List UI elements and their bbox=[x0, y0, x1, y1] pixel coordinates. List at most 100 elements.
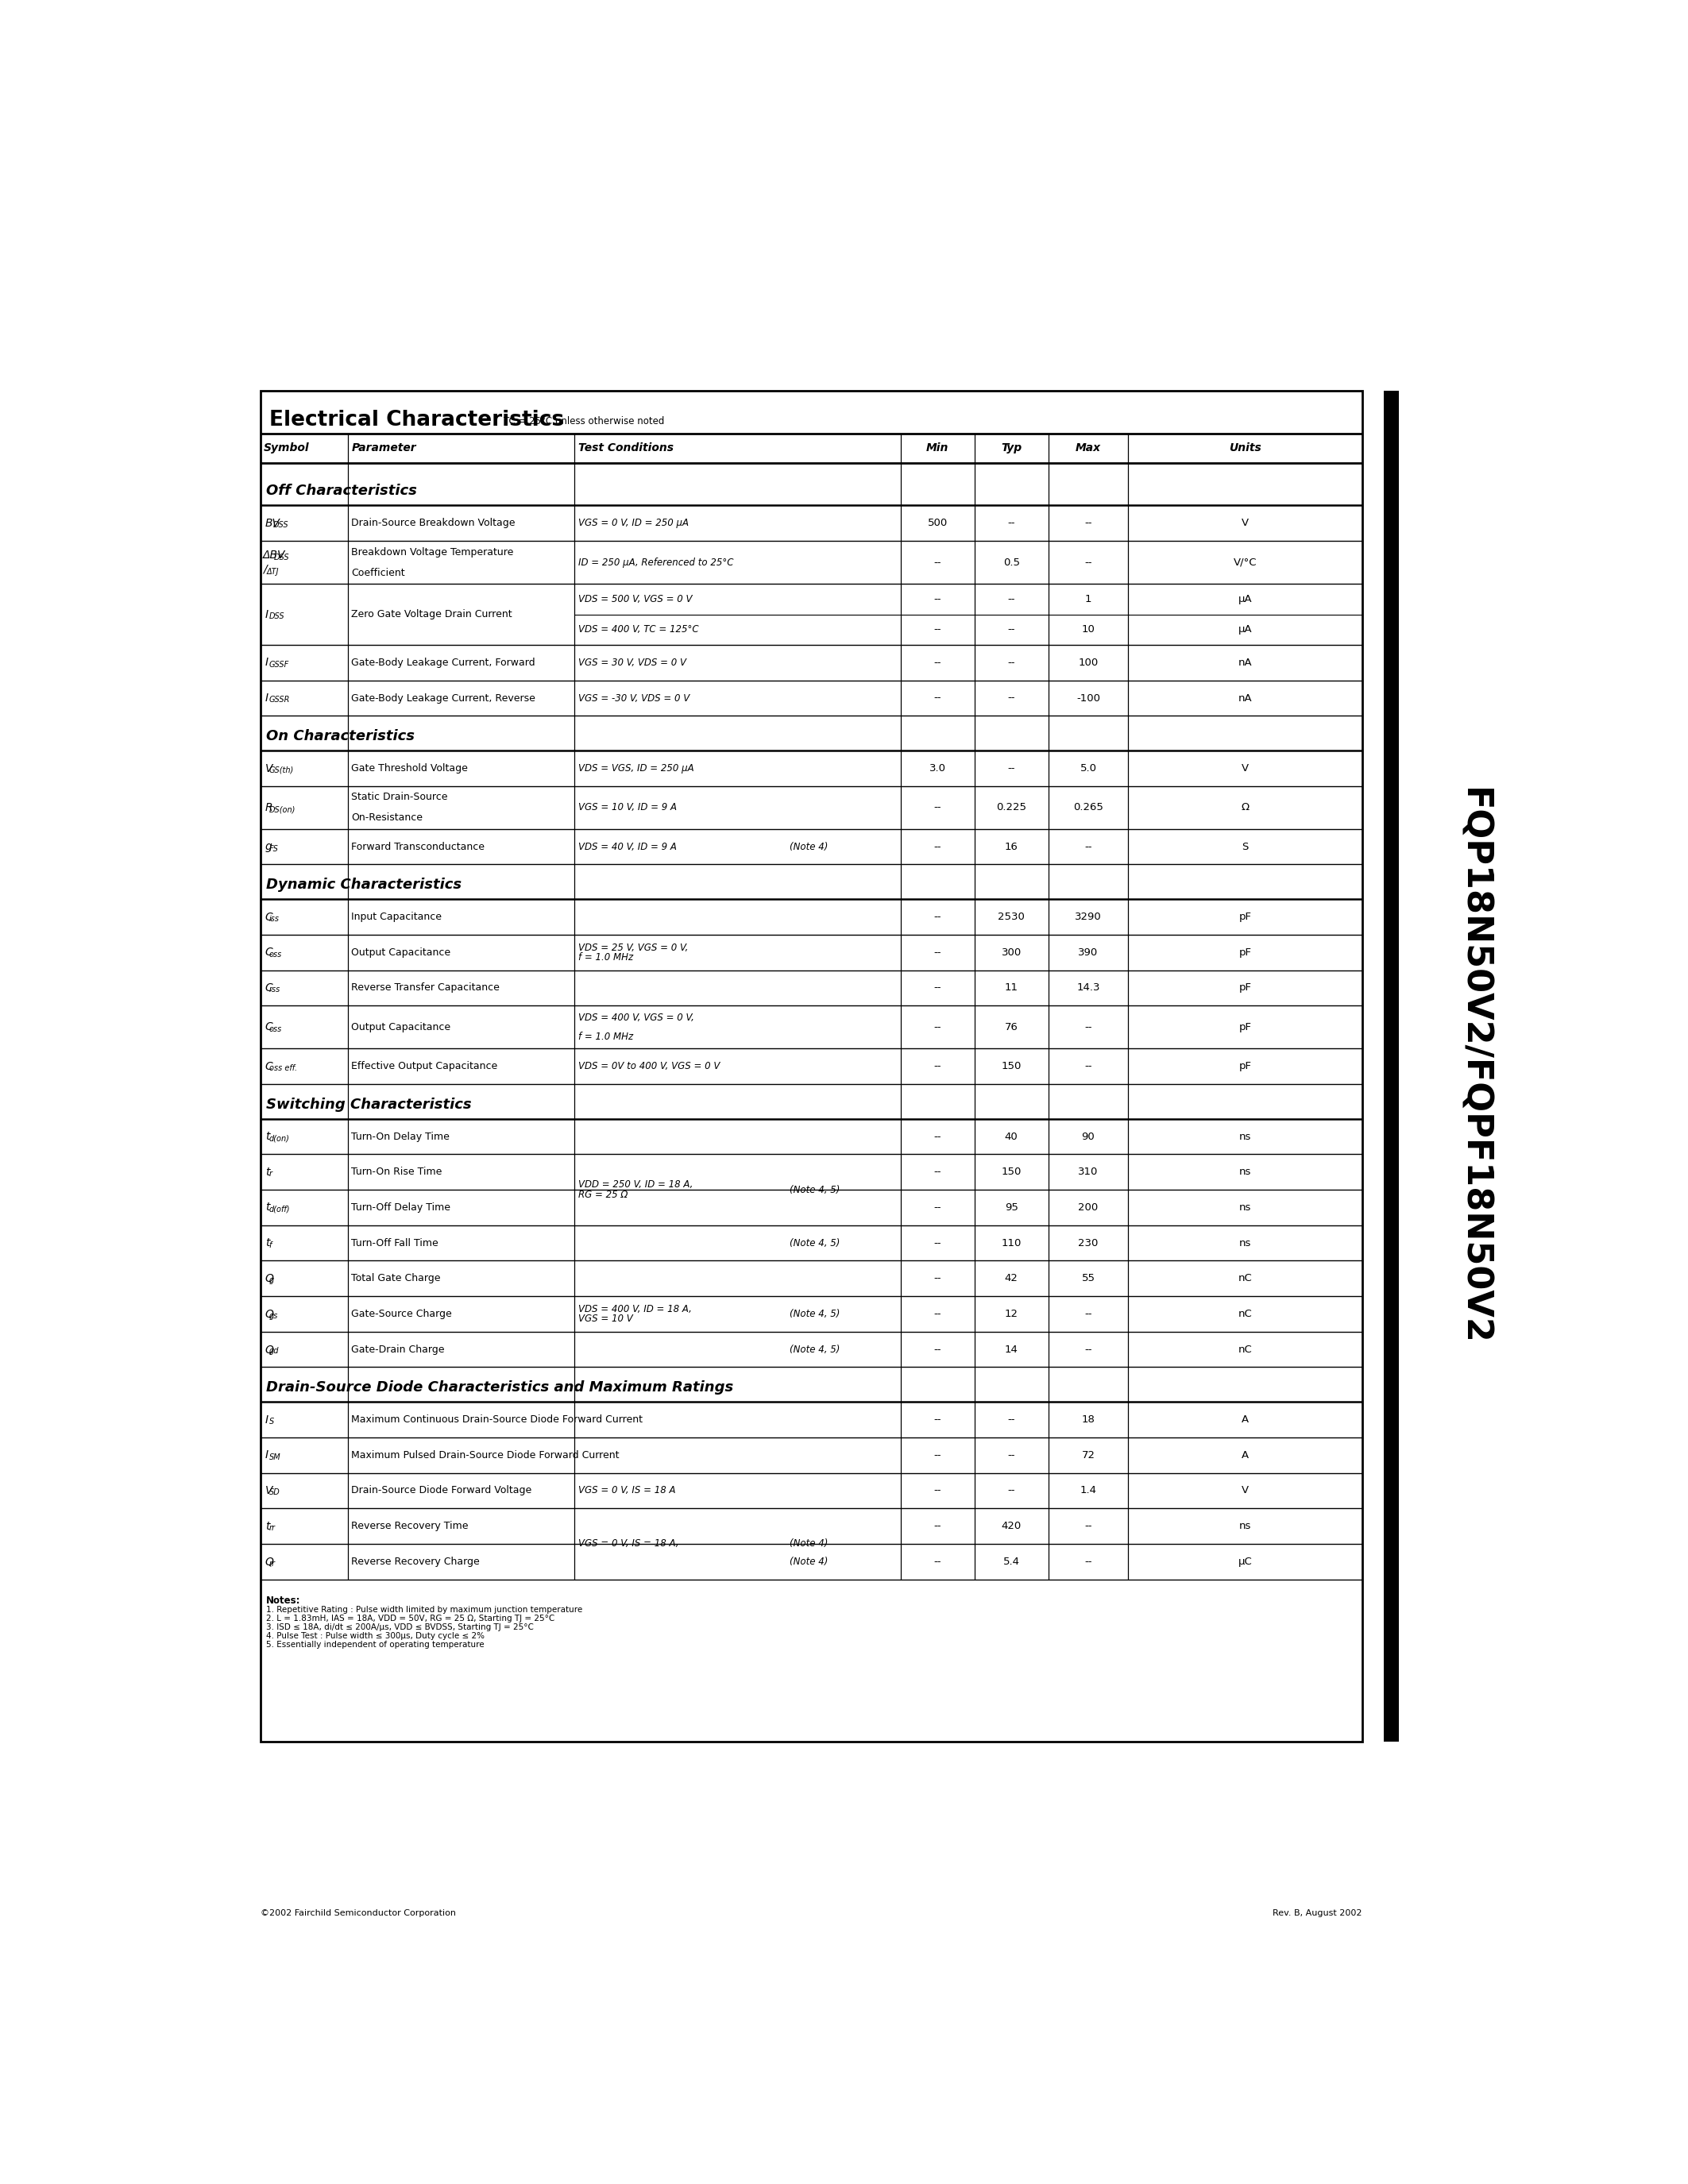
Text: --: -- bbox=[933, 1450, 942, 1461]
Text: g: g bbox=[265, 841, 272, 852]
Text: (Note 4, 5): (Note 4, 5) bbox=[790, 1238, 841, 1247]
Text: --: -- bbox=[933, 1061, 942, 1072]
Text: nA: nA bbox=[1239, 657, 1252, 668]
Text: C: C bbox=[265, 983, 273, 994]
Bar bbox=[260, 391, 1362, 1743]
Text: Off Characteristics: Off Characteristics bbox=[267, 485, 417, 498]
Text: Test Conditions: Test Conditions bbox=[577, 443, 674, 454]
Text: RG = 25 Ω: RG = 25 Ω bbox=[577, 1190, 628, 1199]
Text: gd: gd bbox=[268, 1348, 279, 1356]
Text: C: C bbox=[265, 911, 273, 922]
Text: --: -- bbox=[933, 1415, 942, 1424]
Text: ns: ns bbox=[1239, 1520, 1251, 1531]
Text: 55: 55 bbox=[1082, 1273, 1096, 1284]
Text: V: V bbox=[265, 1485, 273, 1496]
Text: 5. Essentially independent of operating temperature: 5. Essentially independent of operating … bbox=[267, 1640, 484, 1649]
Text: rr: rr bbox=[268, 1524, 275, 1531]
Text: μA: μA bbox=[1239, 594, 1252, 605]
Text: t: t bbox=[265, 1238, 270, 1249]
Text: On Characteristics: On Characteristics bbox=[267, 729, 415, 743]
Text: 76: 76 bbox=[1004, 1022, 1018, 1033]
Text: ΔTJ: ΔTJ bbox=[267, 568, 279, 574]
Text: --: -- bbox=[933, 1238, 942, 1247]
Text: VDS = 500 V, VGS = 0 V: VDS = 500 V, VGS = 0 V bbox=[577, 594, 692, 605]
Text: --: -- bbox=[933, 625, 942, 636]
Text: (Note 4): (Note 4) bbox=[790, 841, 829, 852]
Text: 100: 100 bbox=[1079, 657, 1099, 668]
Text: Zero Gate Voltage Drain Current: Zero Gate Voltage Drain Current bbox=[351, 609, 513, 620]
Text: 90: 90 bbox=[1082, 1131, 1096, 1142]
Text: oss: oss bbox=[268, 950, 282, 959]
Text: V: V bbox=[1242, 1485, 1249, 1496]
Text: Drain-Source Diode Forward Voltage: Drain-Source Diode Forward Voltage bbox=[351, 1485, 532, 1496]
Text: Effective Output Capacitance: Effective Output Capacitance bbox=[351, 1061, 498, 1072]
Text: (Note 4, 5): (Note 4, 5) bbox=[790, 1184, 841, 1195]
Text: VGS = 0 V, IS = 18 A,: VGS = 0 V, IS = 18 A, bbox=[577, 1540, 679, 1548]
Text: --: -- bbox=[1084, 1022, 1092, 1033]
Text: FQP18N50V2/FQPF18N50V2: FQP18N50V2/FQPF18N50V2 bbox=[1457, 788, 1491, 1345]
Text: t: t bbox=[265, 1520, 270, 1531]
Text: --: -- bbox=[1084, 1520, 1092, 1531]
Text: I: I bbox=[265, 657, 268, 668]
Text: ns: ns bbox=[1239, 1131, 1251, 1142]
Text: Gate-Source Charge: Gate-Source Charge bbox=[351, 1308, 452, 1319]
Text: pF: pF bbox=[1239, 948, 1251, 957]
Text: Input Capacitance: Input Capacitance bbox=[351, 913, 442, 922]
Text: BV: BV bbox=[265, 518, 280, 529]
Text: --: -- bbox=[1008, 1415, 1014, 1424]
Text: 1.4: 1.4 bbox=[1080, 1485, 1097, 1496]
Text: 12: 12 bbox=[1004, 1308, 1018, 1319]
Text: VGS = 10 V, ID = 9 A: VGS = 10 V, ID = 9 A bbox=[577, 802, 677, 812]
Text: /: / bbox=[263, 563, 267, 574]
Text: t: t bbox=[265, 1131, 270, 1142]
Text: f: f bbox=[268, 1241, 272, 1249]
Text: A: A bbox=[1242, 1415, 1249, 1424]
Text: I: I bbox=[265, 1413, 268, 1426]
Text: Max: Max bbox=[1075, 443, 1101, 454]
Text: Reverse Transfer Capacitance: Reverse Transfer Capacitance bbox=[351, 983, 500, 994]
Text: --: -- bbox=[1084, 1308, 1092, 1319]
Text: --: -- bbox=[933, 1166, 942, 1177]
Text: oss eff.: oss eff. bbox=[268, 1064, 297, 1072]
Text: Gate Threshold Voltage: Gate Threshold Voltage bbox=[351, 762, 468, 773]
Text: Turn-On Rise Time: Turn-On Rise Time bbox=[351, 1166, 442, 1177]
Text: On-Resistance: On-Resistance bbox=[351, 812, 424, 823]
Text: μC: μC bbox=[1239, 1557, 1252, 1566]
Text: rr: rr bbox=[268, 1559, 275, 1568]
Text: 420: 420 bbox=[1001, 1520, 1021, 1531]
Text: Turn-Off Fall Time: Turn-Off Fall Time bbox=[351, 1238, 439, 1247]
Text: pF: pF bbox=[1239, 1022, 1251, 1033]
Text: 300: 300 bbox=[1001, 948, 1021, 957]
Text: DSS: DSS bbox=[273, 522, 289, 529]
Text: μA: μA bbox=[1239, 625, 1252, 636]
Text: ΔBV: ΔBV bbox=[263, 550, 285, 561]
Text: V: V bbox=[1242, 762, 1249, 773]
Text: DSS: DSS bbox=[273, 553, 290, 561]
Text: 4. Pulse Test : Pulse width ≤ 300μs, Duty cycle ≤ 2%: 4. Pulse Test : Pulse width ≤ 300μs, Dut… bbox=[267, 1631, 484, 1640]
Text: FS: FS bbox=[268, 845, 279, 852]
Text: --: -- bbox=[1084, 518, 1092, 529]
Text: GSSR: GSSR bbox=[268, 697, 290, 703]
Text: V: V bbox=[1242, 518, 1249, 529]
Text: 72: 72 bbox=[1082, 1450, 1096, 1461]
Text: Dynamic Characteristics: Dynamic Characteristics bbox=[267, 878, 463, 891]
Text: 1. Repetitive Rating : Pulse width limited by maximum junction temperature: 1. Repetitive Rating : Pulse width limit… bbox=[267, 1605, 582, 1614]
Text: Output Capacitance: Output Capacitance bbox=[351, 1022, 451, 1033]
Text: 0.5: 0.5 bbox=[1003, 557, 1020, 568]
Text: SD: SD bbox=[268, 1489, 280, 1496]
Text: --: -- bbox=[933, 1308, 942, 1319]
Text: nC: nC bbox=[1239, 1343, 1252, 1354]
Text: f = 1.0 MHz: f = 1.0 MHz bbox=[577, 952, 633, 963]
Text: --: -- bbox=[933, 948, 942, 957]
Text: 3. ISD ≤ 18A, di/dt ≤ 200A/μs, VDD ≤ BVDSS, Starting TJ = 25°C: 3. ISD ≤ 18A, di/dt ≤ 200A/μs, VDD ≤ BVD… bbox=[267, 1623, 533, 1631]
Text: --: -- bbox=[1084, 1557, 1092, 1566]
Text: R: R bbox=[265, 802, 273, 812]
Text: Switching Characteristics: Switching Characteristics bbox=[267, 1096, 473, 1112]
Text: Total Gate Charge: Total Gate Charge bbox=[351, 1273, 441, 1284]
Text: --: -- bbox=[1008, 657, 1014, 668]
Text: ID = 250 μA, Referenced to 25°C: ID = 250 μA, Referenced to 25°C bbox=[577, 557, 733, 568]
Text: d(off): d(off) bbox=[268, 1206, 290, 1214]
Text: 390: 390 bbox=[1079, 948, 1099, 957]
Text: C: C bbox=[265, 1022, 273, 1033]
Text: Forward Transconductance: Forward Transconductance bbox=[351, 841, 484, 852]
